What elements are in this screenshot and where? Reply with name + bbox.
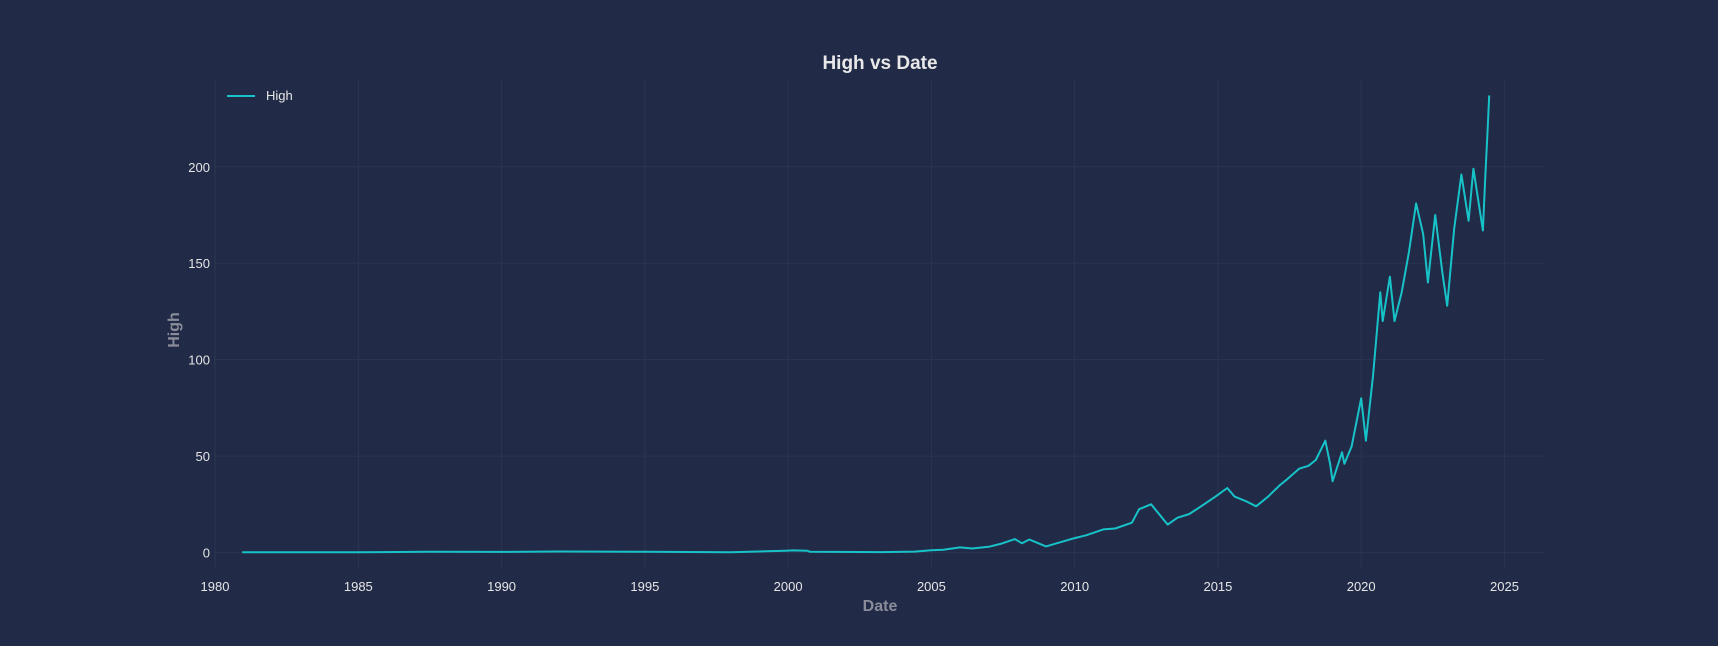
y-tick-label: 0	[203, 546, 210, 561]
series-layer	[242, 95, 1491, 554]
x-tick-label: 1980	[201, 579, 230, 594]
y-axis-title: High	[166, 312, 183, 348]
tick-labels: 1980 1985 1990 1995 2000 2005 2010 2015 2020 2025…	[188, 160, 1519, 594]
x-tick-label: 1985	[344, 579, 373, 594]
x-tick-label: 2020	[1347, 579, 1376, 594]
legend-label-high: High	[266, 88, 293, 103]
x-tick-label: 2000	[774, 579, 803, 594]
y-tick-label: 50	[196, 449, 210, 464]
x-tick-label: 1995	[630, 579, 659, 594]
x-tick-label: 2015	[1203, 579, 1232, 594]
grid	[214, 80, 1545, 568]
x-tick-label: 2010	[1060, 579, 1089, 594]
series-line-high	[242, 95, 1491, 554]
x-axis-title: Date	[863, 598, 898, 615]
legend: High	[227, 88, 293, 103]
y-tick-label: 150	[188, 256, 210, 271]
y-tick-label: 100	[188, 353, 210, 368]
y-tick-label: 200	[188, 160, 210, 175]
x-tick-label: 2005	[917, 579, 946, 594]
x-tick-label: 1990	[487, 579, 516, 594]
x-tick-label: 2025	[1490, 579, 1519, 594]
chart-title: High vs Date	[822, 53, 937, 74]
